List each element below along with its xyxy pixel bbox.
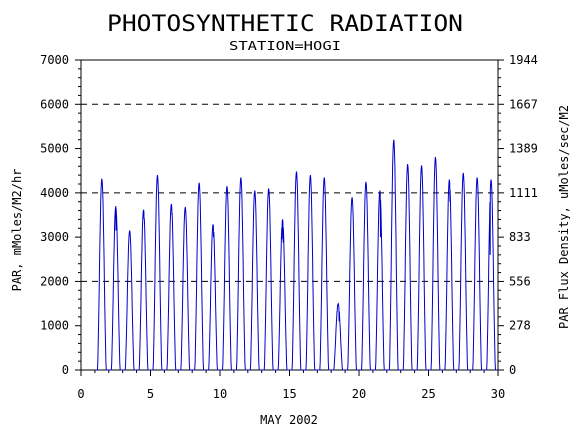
x-tick-labels: 0 5 10 15 20 25 30	[77, 387, 505, 401]
y-left-tick-label: 1000	[40, 319, 69, 333]
x-tick-label: 5	[147, 387, 154, 401]
y-axis-left-label: PAR, mMoles/M2/hr	[10, 169, 24, 292]
axis-ticks	[75, 59, 504, 376]
chart-subtitle: STATION=HOGI	[229, 39, 341, 53]
y-right-tick-label: 1111	[509, 186, 538, 200]
x-axis-label: MAY 2002	[260, 413, 318, 427]
x-tick-label: 30	[491, 387, 505, 401]
x-tick-label: 0	[77, 387, 84, 401]
x-tick-label: 25	[421, 387, 435, 401]
y-right-tick-label: 833	[509, 230, 531, 244]
reference-lines	[81, 103, 498, 282]
y-right-tick-label: 278	[509, 319, 531, 333]
x-tick-label: 15	[282, 387, 296, 401]
x-tick-label: 20	[352, 387, 366, 401]
y-left-tick-label: 3000	[40, 230, 69, 244]
y-right-tick-labels: 0 278 556 833 1111 1389 1667 1944	[509, 53, 538, 377]
y-left-tick-label: 7000	[40, 53, 69, 67]
chart-title: PHOTOSYNTHETIC RADIATION	[107, 12, 463, 37]
y-left-tick-label: 6000	[40, 97, 69, 111]
y-axis-right-label: PAR Flux Density, uMoles/sec/M2	[557, 105, 570, 329]
x-tick-label: 10	[213, 387, 227, 401]
y-left-tick-label: 2000	[40, 274, 69, 288]
series-group	[95, 139, 498, 371]
par-series-line	[95, 139, 498, 371]
y-right-tick-label: 1389	[509, 142, 538, 156]
y-left-tick-label: 0	[62, 363, 69, 377]
y-left-tick-labels: 0 1000 2000 3000 4000 5000 6000 7000	[40, 53, 69, 377]
y-left-tick-label: 4000	[40, 186, 69, 200]
y-right-tick-label: 556	[509, 274, 531, 288]
y-right-tick-label: 1667	[509, 97, 538, 111]
y-right-tick-label: 0	[509, 363, 516, 377]
y-left-tick-label: 5000	[40, 142, 69, 156]
y-right-tick-label: 1944	[509, 53, 538, 67]
